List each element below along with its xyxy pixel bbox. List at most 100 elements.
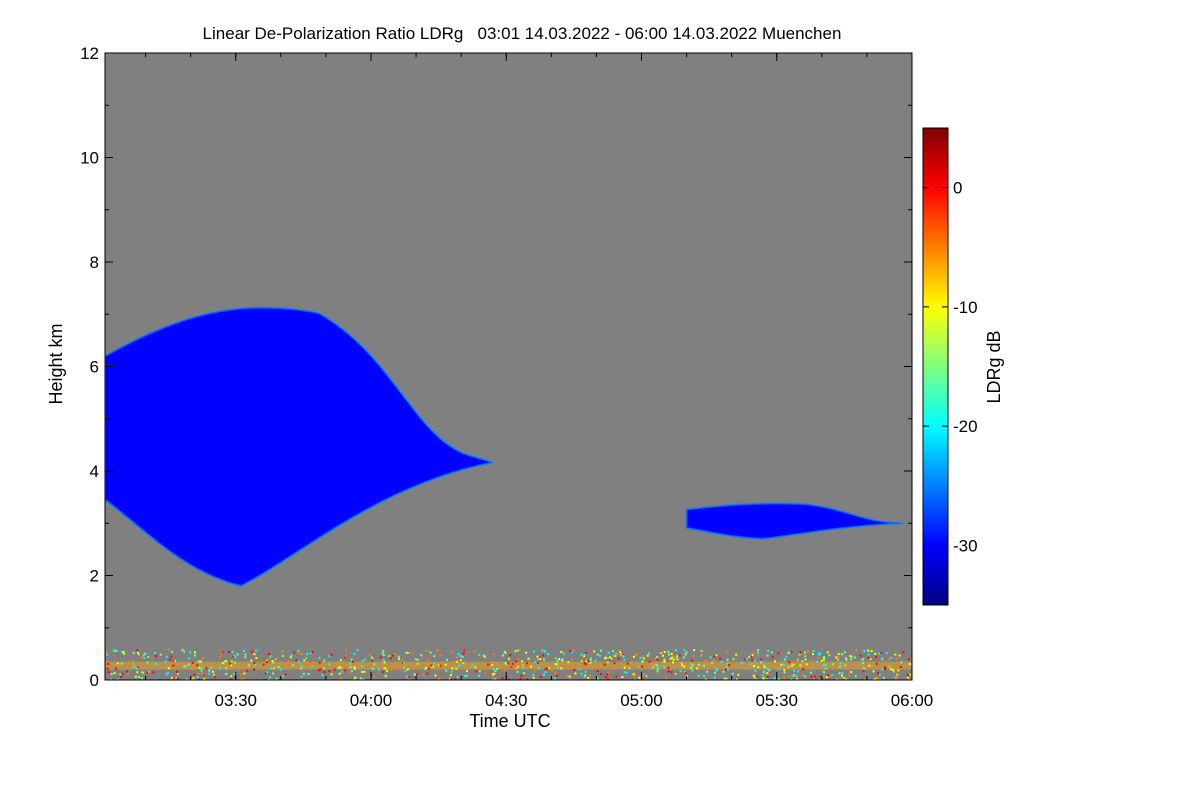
- boundary-layer-speck: [323, 671, 326, 674]
- boundary-layer-speck: [344, 656, 347, 659]
- boundary-layer-speck: [558, 665, 561, 668]
- boundary-layer-speck: [437, 664, 440, 667]
- boundary-layer-speck: [229, 678, 232, 680]
- boundary-layer-speck: [220, 652, 223, 655]
- boundary-layer-speck: [818, 652, 821, 655]
- boundary-layer-speck: [361, 670, 364, 673]
- x-tick-label: 05:00: [620, 691, 663, 710]
- boundary-layer-speck: [641, 655, 644, 658]
- boundary-layer-speck: [136, 671, 139, 674]
- boundary-layer-speck: [675, 656, 678, 659]
- boundary-layer-speck: [569, 676, 572, 679]
- boundary-layer-speck: [663, 665, 666, 668]
- boundary-layer-speck: [244, 667, 247, 670]
- boundary-layer-speck: [430, 664, 433, 667]
- boundary-layer-speck: [269, 655, 272, 658]
- x-tick-label: 04:00: [350, 691, 393, 710]
- boundary-layer-speck: [906, 676, 909, 679]
- boundary-layer-speck: [646, 654, 649, 657]
- boundary-layer-speck: [853, 656, 856, 659]
- boundary-layer-speck: [328, 663, 331, 666]
- boundary-layer-speck: [471, 664, 474, 667]
- boundary-layer-speck: [667, 653, 670, 656]
- boundary-layer-speck: [170, 666, 173, 669]
- boundary-layer-speck: [844, 664, 847, 667]
- boundary-layer-speck: [783, 676, 786, 679]
- boundary-layer-speck: [605, 677, 608, 680]
- boundary-layer-speck: [199, 660, 202, 663]
- boundary-layer-speck: [504, 652, 507, 655]
- boundary-layer-speck: [848, 673, 851, 676]
- boundary-layer-speck: [373, 663, 376, 666]
- boundary-layer-speck: [309, 664, 312, 667]
- boundary-layer-speck: [626, 662, 629, 665]
- boundary-layer-speck: [427, 667, 430, 670]
- boundary-layer-speck: [174, 659, 177, 662]
- boundary-layer-speck: [536, 655, 539, 658]
- boundary-layer-speck: [181, 648, 184, 651]
- boundary-layer-speck: [520, 674, 523, 677]
- boundary-layer-speck: [810, 671, 813, 674]
- boundary-layer-speck: [187, 663, 190, 666]
- boundary-layer-speck: [422, 673, 425, 676]
- boundary-layer-speck: [502, 654, 505, 657]
- boundary-layer-speck: [554, 657, 557, 660]
- boundary-layer-speck: [465, 674, 468, 677]
- boundary-layer-speck: [247, 664, 250, 667]
- boundary-layer-speck: [793, 674, 796, 677]
- boundary-layer-speck: [767, 649, 770, 652]
- boundary-layer-speck: [862, 670, 865, 673]
- boundary-layer-speck: [510, 666, 513, 669]
- boundary-layer-speck: [290, 654, 293, 657]
- boundary-layer-speck: [876, 676, 879, 679]
- boundary-layer-speck: [641, 660, 644, 663]
- boundary-layer-speck: [233, 661, 236, 664]
- boundary-layer-speck: [766, 668, 769, 671]
- boundary-layer-speck: [543, 673, 546, 676]
- boundary-layer-speck: [550, 669, 553, 672]
- boundary-layer-speck: [311, 665, 314, 668]
- boundary-layer-speck: [301, 665, 304, 668]
- boundary-layer-speck: [762, 676, 765, 679]
- boundary-layer-speck: [869, 658, 872, 661]
- boundary-layer-speck: [706, 670, 709, 673]
- boundary-layer-speck: [299, 667, 302, 670]
- boundary-layer-speck: [311, 650, 314, 653]
- boundary-layer-speck: [663, 660, 666, 663]
- boundary-layer-speck: [225, 672, 228, 675]
- boundary-layer-speck: [807, 666, 810, 669]
- boundary-layer-speck: [351, 660, 354, 663]
- boundary-layer-speck: [863, 667, 866, 670]
- boundary-layer-speck: [760, 658, 763, 661]
- boundary-layer-speck: [740, 662, 743, 665]
- boundary-layer-speck: [140, 655, 143, 658]
- boundary-layer-speck: [835, 656, 838, 659]
- boundary-layer-speck: [748, 655, 751, 658]
- boundary-layer-speck: [753, 659, 756, 662]
- boundary-layer-speck: [501, 677, 504, 680]
- cloud-feature: [686, 503, 903, 539]
- boundary-layer-speck: [165, 673, 168, 676]
- boundary-layer-speck: [388, 655, 391, 658]
- boundary-layer-speck: [667, 670, 670, 673]
- boundary-layer-speck: [632, 655, 635, 658]
- boundary-layer-speck: [255, 657, 258, 660]
- boundary-layer-speck: [596, 677, 599, 680]
- boundary-layer-speck: [832, 663, 835, 666]
- boundary-layer-speck: [845, 658, 848, 661]
- boundary-layer-speck: [753, 665, 756, 668]
- boundary-layer-speck: [459, 654, 462, 657]
- boundary-layer-speck: [521, 660, 524, 663]
- boundary-layer-speck: [634, 654, 637, 657]
- boundary-layer-speck: [785, 655, 788, 658]
- boundary-layer-speck: [544, 671, 547, 674]
- boundary-layer-speck: [477, 674, 480, 677]
- boundary-layer-speck: [514, 650, 517, 653]
- boundary-layer-speck: [339, 677, 342, 680]
- boundary-layer-speck: [773, 678, 776, 680]
- boundary-layer-speck: [671, 661, 674, 664]
- boundary-layer-speck: [185, 678, 188, 680]
- boundary-layer-speck: [152, 671, 155, 674]
- boundary-layer-speck: [752, 652, 755, 655]
- boundary-layer-speck: [850, 671, 853, 674]
